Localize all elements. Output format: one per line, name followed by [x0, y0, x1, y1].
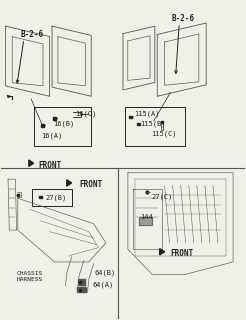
Bar [125, 108, 185, 146]
Polygon shape [161, 121, 163, 123]
Text: FRONT: FRONT [171, 250, 194, 259]
Polygon shape [29, 160, 34, 166]
Text: B-2-6: B-2-6 [20, 30, 43, 39]
Bar [32, 189, 72, 206]
Polygon shape [160, 249, 165, 255]
Text: 115(A): 115(A) [134, 110, 159, 117]
Polygon shape [39, 196, 42, 198]
Text: CHASSIS
HARNESS: CHASSIS HARNESS [16, 271, 43, 282]
Polygon shape [139, 217, 152, 225]
Text: B-2-6: B-2-6 [172, 14, 195, 23]
Text: 27(C): 27(C) [151, 193, 172, 200]
Text: 16(A): 16(A) [41, 133, 62, 139]
Polygon shape [53, 117, 57, 120]
Text: 64(A): 64(A) [92, 282, 114, 288]
Text: 144: 144 [141, 214, 153, 220]
Polygon shape [41, 124, 44, 127]
Text: 115(B): 115(B) [140, 120, 166, 127]
Polygon shape [78, 279, 85, 285]
Text: 64(B): 64(B) [95, 270, 116, 276]
Polygon shape [137, 123, 139, 125]
Text: FRONT: FRONT [39, 161, 62, 170]
Polygon shape [129, 116, 132, 118]
Polygon shape [77, 287, 86, 292]
Text: FRONT: FRONT [79, 180, 102, 189]
Text: 16(B): 16(B) [53, 120, 75, 127]
Text: 16(C): 16(C) [75, 110, 96, 117]
Bar [34, 108, 91, 146]
Text: 27(B): 27(B) [46, 194, 67, 201]
Polygon shape [67, 180, 72, 186]
Text: 115(C): 115(C) [151, 130, 177, 137]
